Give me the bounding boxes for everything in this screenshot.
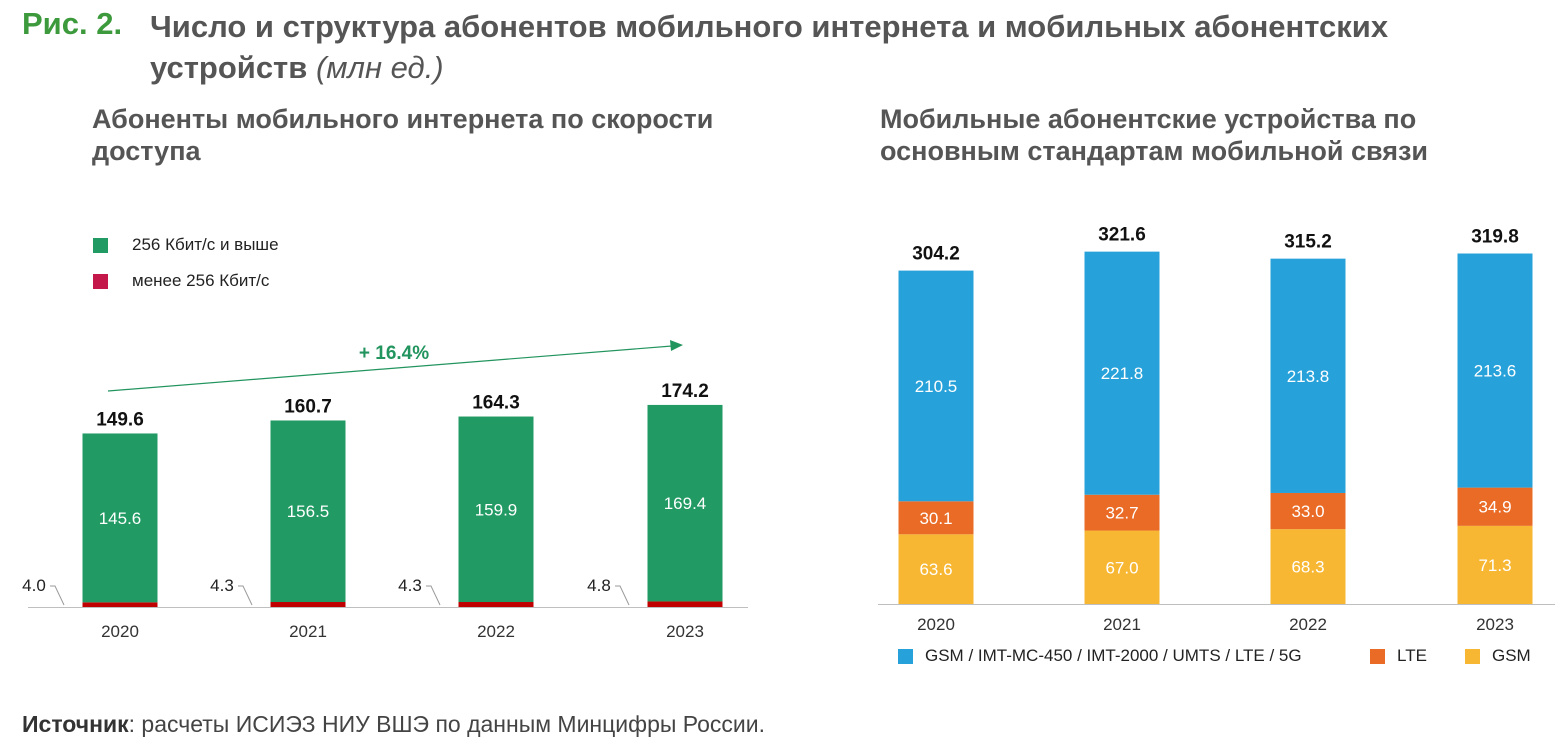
- bar-segment-fast: [458, 416, 534, 603]
- bar-segment-lte: [1270, 492, 1346, 530]
- legend-label-gsm: GSM: [1492, 646, 1531, 665]
- small-value-label: 4.0: [22, 576, 46, 595]
- bar-total-label: 315.2: [1284, 232, 1332, 253]
- bar-value-label: 30.1: [919, 509, 952, 528]
- x-tick-label: 2022: [1289, 615, 1327, 634]
- growth-arrow-head: [670, 340, 683, 351]
- bar-segment-multi: [1084, 251, 1160, 495]
- figure-unit: (млн ед.): [315, 50, 444, 85]
- small-value-label: 4.3: [398, 576, 422, 595]
- legend-item-multi: GSM / IMT-MC-450 / IMT-2000 / UMTS / LTE…: [898, 646, 1302, 666]
- bar-segment-slow: [647, 601, 723, 607]
- x-tick-label: 2021: [1103, 615, 1141, 634]
- legend-item-lte: LTE: [1370, 646, 1427, 666]
- source-note: Источник: расчеты ИСИЭЗ НИУ ВШЭ по данны…: [22, 711, 765, 738]
- leader-line: [426, 585, 441, 606]
- x-tick-label: 2023: [1476, 615, 1514, 634]
- source-label: Источник: [22, 711, 129, 737]
- bar-segment-fast: [270, 420, 346, 603]
- legend-label-slow: менее 256 Кбит/с: [132, 271, 270, 290]
- bar-value-label: 145.6: [99, 509, 142, 528]
- bar-total-label: 164.3: [472, 393, 520, 414]
- bar-value-label: 34.9: [1478, 498, 1511, 517]
- figure-title-text: Число и структура абонентов мобильного и…: [150, 9, 1389, 85]
- left-chart-title: Абоненты мобильного интернета по скорост…: [92, 104, 714, 166]
- small-value-label: 4.8: [587, 576, 611, 595]
- bar-segment-multi: [898, 270, 974, 502]
- legend-swatch-multi: [898, 648, 913, 664]
- bar-value-label: 68.3: [1291, 558, 1324, 577]
- bar-total-label: 321.6: [1098, 225, 1146, 246]
- leader-line: [50, 585, 65, 606]
- growth-arrow-line: [107, 345, 673, 392]
- leader-line: [238, 585, 253, 606]
- figure-title: Число и структура абонентов мобильного и…: [150, 6, 1550, 88]
- bar-total-label: 319.8: [1471, 226, 1519, 247]
- bar-value-label: 221.8: [1101, 364, 1144, 383]
- bar-segment-gsm: [1457, 525, 1533, 604]
- legend-label-multi: GSM / IMT-MC-450 / IMT-2000 / UMTS / LTE…: [925, 646, 1302, 665]
- x-tick-label: 2023: [666, 622, 704, 641]
- bar-value-label: 33.0: [1291, 502, 1324, 521]
- x-tick-label: 2021: [289, 622, 327, 641]
- legend-label-lte: LTE: [1397, 646, 1427, 665]
- bar-value-label: 32.7: [1105, 504, 1138, 523]
- bar-segment-gsm: [1270, 529, 1346, 604]
- small-value-label: 4.3: [210, 576, 234, 595]
- x-tick-label: 2020: [101, 622, 139, 641]
- bar-segment-slow: [458, 602, 534, 607]
- bar-segment-gsm: [1084, 530, 1160, 604]
- bar-segment-fast: [82, 433, 158, 603]
- bar-segment-fast: [647, 404, 723, 602]
- bar-value-label: 67.0: [1105, 558, 1138, 577]
- bar-total-label: 149.6: [96, 409, 144, 430]
- bar-total-label: 304.2: [912, 244, 960, 265]
- bar-segment-lte: [1457, 487, 1533, 526]
- bar-segment-lte: [898, 501, 974, 535]
- right-chart-title: Мобильные абонентские устройства по осно…: [880, 104, 1429, 166]
- bar-segment-slow: [82, 602, 158, 607]
- legend-swatch-lte: [1370, 648, 1385, 664]
- legend-item-gsm: GSM: [1465, 646, 1531, 666]
- source-text: : расчеты ИСИЭЗ НИУ ВШЭ по данным Минциф…: [128, 711, 765, 737]
- bar-value-label: 156.5: [287, 502, 330, 521]
- bar-value-label: 210.5: [915, 377, 958, 396]
- bar-total-label: 174.2: [661, 381, 709, 402]
- bar-segment-multi: [1270, 258, 1346, 493]
- x-tick-label: 2022: [477, 622, 515, 641]
- bar-value-label: 63.6: [919, 560, 952, 579]
- bar-value-label: 169.4: [664, 494, 707, 513]
- figure-label: Рис. 2.: [22, 6, 123, 41]
- bar-value-label: 213.6: [1474, 362, 1517, 381]
- bar-value-label: 71.3: [1478, 556, 1511, 575]
- x-tick-label: 2020: [917, 615, 955, 634]
- bar-segment-slow: [270, 602, 346, 607]
- bar-segment-lte: [1084, 494, 1160, 531]
- legend-label-fast: 256 Кбит/с и выше: [132, 235, 279, 254]
- leader-line: [615, 585, 630, 606]
- bar-segment-multi: [1457, 253, 1533, 488]
- bar-value-label: 213.8: [1287, 367, 1330, 386]
- legend-item-fast: 256 Кбит/с и выше: [93, 235, 279, 255]
- legend-swatch-fast: [93, 237, 108, 253]
- bar-total-label: 160.7: [284, 396, 332, 417]
- legend-swatch-gsm: [1465, 648, 1480, 664]
- bar-segment-gsm: [898, 534, 974, 604]
- growth-annotation: + 16.4%: [359, 343, 429, 364]
- legend-swatch-slow: [93, 273, 108, 289]
- legend-item-slow: менее 256 Кбит/с: [93, 271, 269, 291]
- bar-value-label: 159.9: [475, 500, 518, 519]
